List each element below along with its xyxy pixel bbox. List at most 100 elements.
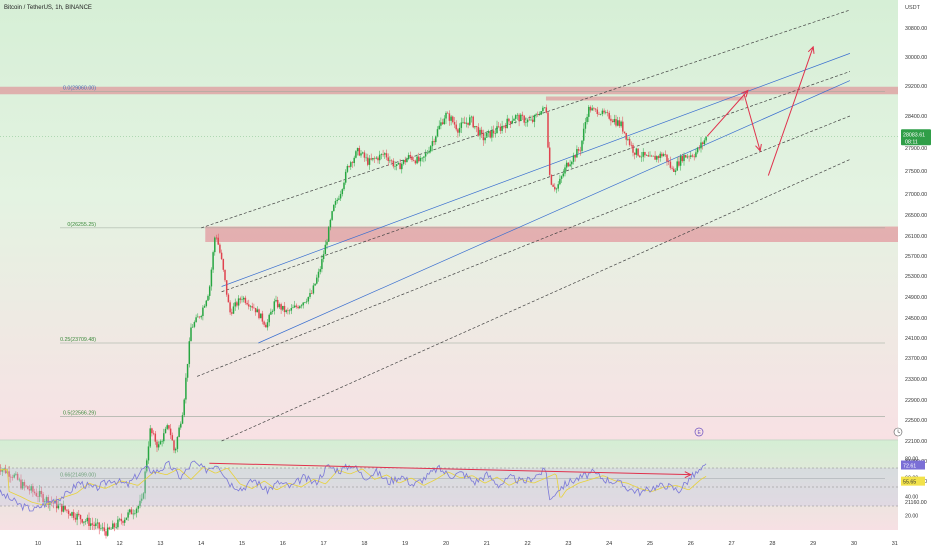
candle-body [122,521,124,523]
candle-body [340,194,342,198]
candle-body [360,153,362,155]
candle-body [495,133,497,134]
candle-body [330,220,332,227]
time-tick-label: 19 [402,541,408,547]
candle-body [610,119,612,121]
candle-body [71,512,73,516]
candle-body [501,126,503,131]
candle-body [166,425,168,429]
candle-body [634,153,636,155]
time-tick-label: 20 [443,541,449,547]
candle-body [484,138,486,141]
candle-body [476,126,478,127]
candle-body [241,299,243,300]
candle-body [445,113,447,119]
candle-body [588,107,590,117]
candle-body [258,309,260,318]
candle-body [508,119,510,122]
candle-body [204,306,206,308]
candle-body [80,515,82,519]
candle-body [525,122,527,123]
candle-body [530,120,532,121]
candle-body [617,120,619,125]
candle-body [602,111,604,114]
candle-body [690,155,692,157]
candle-body [573,155,575,162]
price-tick-label: 23300.00 [905,377,927,383]
candle-body [641,157,643,158]
candle-body [129,509,131,512]
candle-body [447,113,449,114]
candle-body [607,112,609,113]
candle-body [83,522,85,523]
candle-body [386,153,388,157]
candle-body [231,312,233,313]
candle-body [209,286,211,295]
candle-body [695,152,697,157]
candle-body [644,152,646,155]
time-tick-label: 12 [117,541,123,547]
candle-body [566,163,568,168]
candle-body [255,308,257,312]
candle-body [391,161,393,162]
candle-body [471,117,473,118]
candle-body [314,284,316,286]
candle-body [262,314,264,322]
candle-body [576,149,578,157]
candle-body [291,308,293,310]
candle-body [705,137,707,141]
candle-body [683,155,685,161]
time-tick-label: 22 [525,541,531,547]
candle-body [654,156,656,160]
candle-body [124,520,126,523]
time-tick-label: 13 [157,541,163,547]
candle-body [325,245,327,254]
candle-body [435,136,437,142]
candle-body [462,122,464,123]
candle-body [440,122,442,125]
candle-body [605,112,607,113]
candle-body [279,304,281,307]
time-axis-background [0,530,898,550]
candle-body [299,306,301,308]
candle-body [183,400,185,416]
candle-body [115,527,117,528]
zone-resistance [0,87,898,95]
candle-body [384,153,386,154]
candle-body [345,172,347,183]
price-tick-label: 28400.00 [905,114,927,120]
candle-body [175,449,177,450]
candle-body [488,131,490,133]
candle-body [658,156,660,158]
candle-body [352,162,354,163]
candle-body [624,132,626,133]
candle-body [104,527,106,531]
symbol-title: Bitcoin / TetherUS, 1h, BINANCE [4,5,92,11]
time-tick-label: 29 [810,541,816,547]
currency-label: USDT [905,5,921,11]
price-tick-label: 24900.00 [905,295,927,301]
price-tick-label: 22100.00 [905,439,927,445]
candle-body [481,130,483,133]
candle-body [702,142,704,144]
candle-body [551,175,553,185]
candle-body [585,122,587,129]
candle-body [138,506,140,509]
candle-body [121,519,123,521]
time-tick-label: 25 [647,541,653,547]
candle-body [483,133,485,140]
time-tick-label: 26 [688,541,694,547]
candle-body [326,242,328,245]
candle-body [615,119,617,126]
candle-body [250,306,252,307]
candle-body [586,117,588,122]
candle-body [206,301,208,306]
candle-body [229,302,231,312]
candle-body [559,179,561,184]
candle-body [673,169,675,172]
candle-body [612,121,614,122]
candle-body [168,425,170,428]
current-price-value: 28083.61 [903,132,925,138]
candle-body [474,126,476,127]
